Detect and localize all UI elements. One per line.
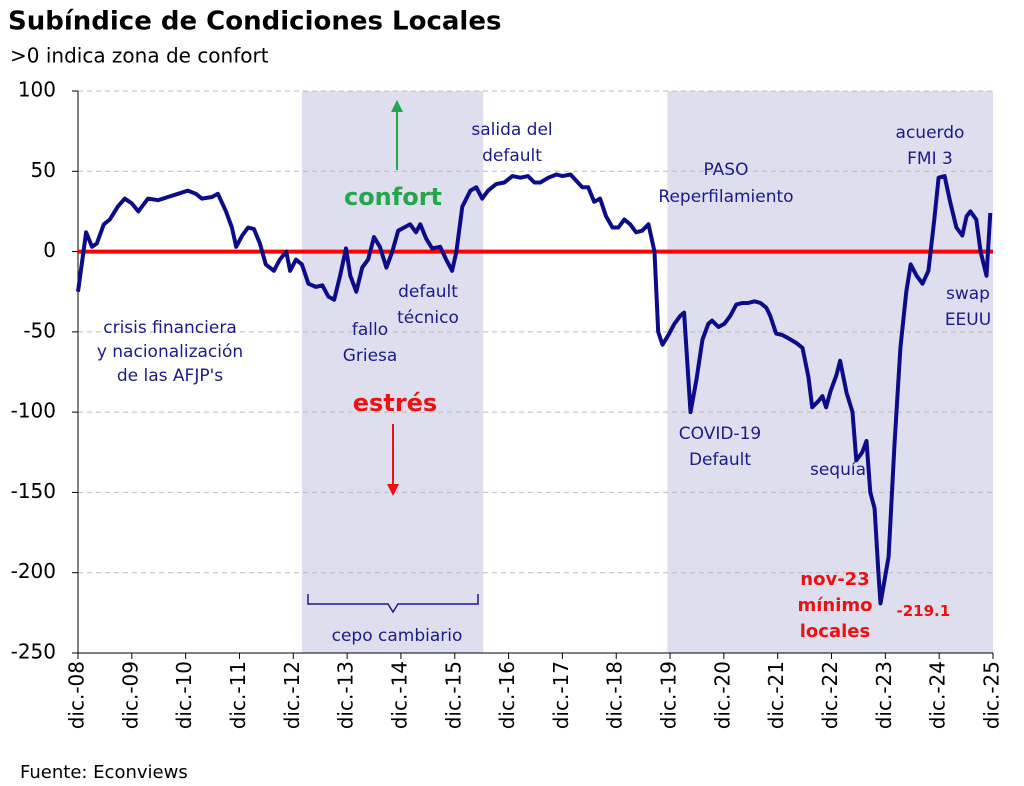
- x-tick-label: dic.-16: [495, 661, 519, 729]
- shaded-span: [301, 91, 484, 653]
- annotation: crisis financiera: [103, 318, 237, 338]
- annotation: salida del: [471, 120, 552, 140]
- chart-subtitle: >0 indica zona de confort: [10, 44, 269, 68]
- y-tick-label: 0: [43, 238, 56, 262]
- y-tick-label: -50: [23, 318, 56, 342]
- up-arrow-head: [391, 100, 403, 112]
- annotation: default: [398, 282, 458, 302]
- source: Fuente: Econviews: [20, 762, 188, 783]
- x-tick-label: dic.-12: [280, 661, 304, 729]
- annotation: técnico: [397, 308, 459, 328]
- x-tick-label: dic.-24: [926, 661, 950, 729]
- y-tick-label: -100: [11, 399, 56, 423]
- x-tick-label: dic.-20: [710, 661, 734, 729]
- x-tick-label: dic.-21: [764, 661, 788, 729]
- annotation: Griesa: [343, 346, 398, 366]
- annotation: FMI 3: [907, 149, 953, 169]
- x-tick-label: dic.-18: [603, 661, 627, 729]
- annotation: Reperfilamiento: [658, 187, 793, 207]
- y-tick-label: 50: [31, 158, 56, 182]
- x-tick-label: dic.-10: [172, 661, 196, 729]
- chart-title: Subíndice de Condiciones Locales: [8, 7, 501, 37]
- annotation: COVID-19: [679, 424, 761, 444]
- y-tick-label: -250: [11, 640, 56, 664]
- data-line: [76, 172, 993, 606]
- annotation: locales: [800, 621, 870, 642]
- x-tick-label: dic.-17: [549, 661, 573, 729]
- annotation: default: [482, 146, 542, 166]
- x-tick-label: dic.-15: [441, 661, 465, 729]
- annotation: nov-23: [800, 569, 869, 590]
- annotation: fallo: [352, 320, 388, 340]
- min-value-label: -219.1: [897, 602, 951, 620]
- x-tick-label: dic.-19: [657, 661, 681, 729]
- annotation: confort: [344, 183, 442, 211]
- down-arrow-head: [387, 484, 399, 496]
- brace: [307, 594, 479, 614]
- y-tick-label: 100: [18, 78, 56, 102]
- annotation: swap: [946, 284, 990, 304]
- x-tick-label: dic.-09: [118, 661, 142, 729]
- annotation: EEUU: [945, 310, 991, 330]
- x-tick-label: dic.-13: [334, 661, 358, 729]
- x-tick-label: dic.-25: [980, 661, 1004, 729]
- x-tick-label: dic.-14: [387, 661, 411, 729]
- y-tick-label: -150: [11, 479, 56, 503]
- x-tick-label: dic.-22: [818, 661, 842, 729]
- x-tick-label: dic.-11: [226, 661, 250, 729]
- annotation: Default: [689, 450, 751, 470]
- x-tick-label: dic.-08: [65, 661, 89, 729]
- annotation: de las AFJP's: [117, 366, 223, 386]
- annotation: y nacionalización: [97, 342, 243, 362]
- annotation: PASO: [704, 160, 749, 180]
- annotation: mínimo: [797, 595, 872, 616]
- y-tick-label: -200: [11, 559, 56, 583]
- annotation: estrés: [353, 389, 437, 417]
- annotation: cepo cambiario: [332, 626, 463, 646]
- x-tick-label: dic.-23: [872, 661, 896, 729]
- annotation: sequía: [810, 460, 866, 480]
- annotation: acuerdo: [896, 123, 965, 143]
